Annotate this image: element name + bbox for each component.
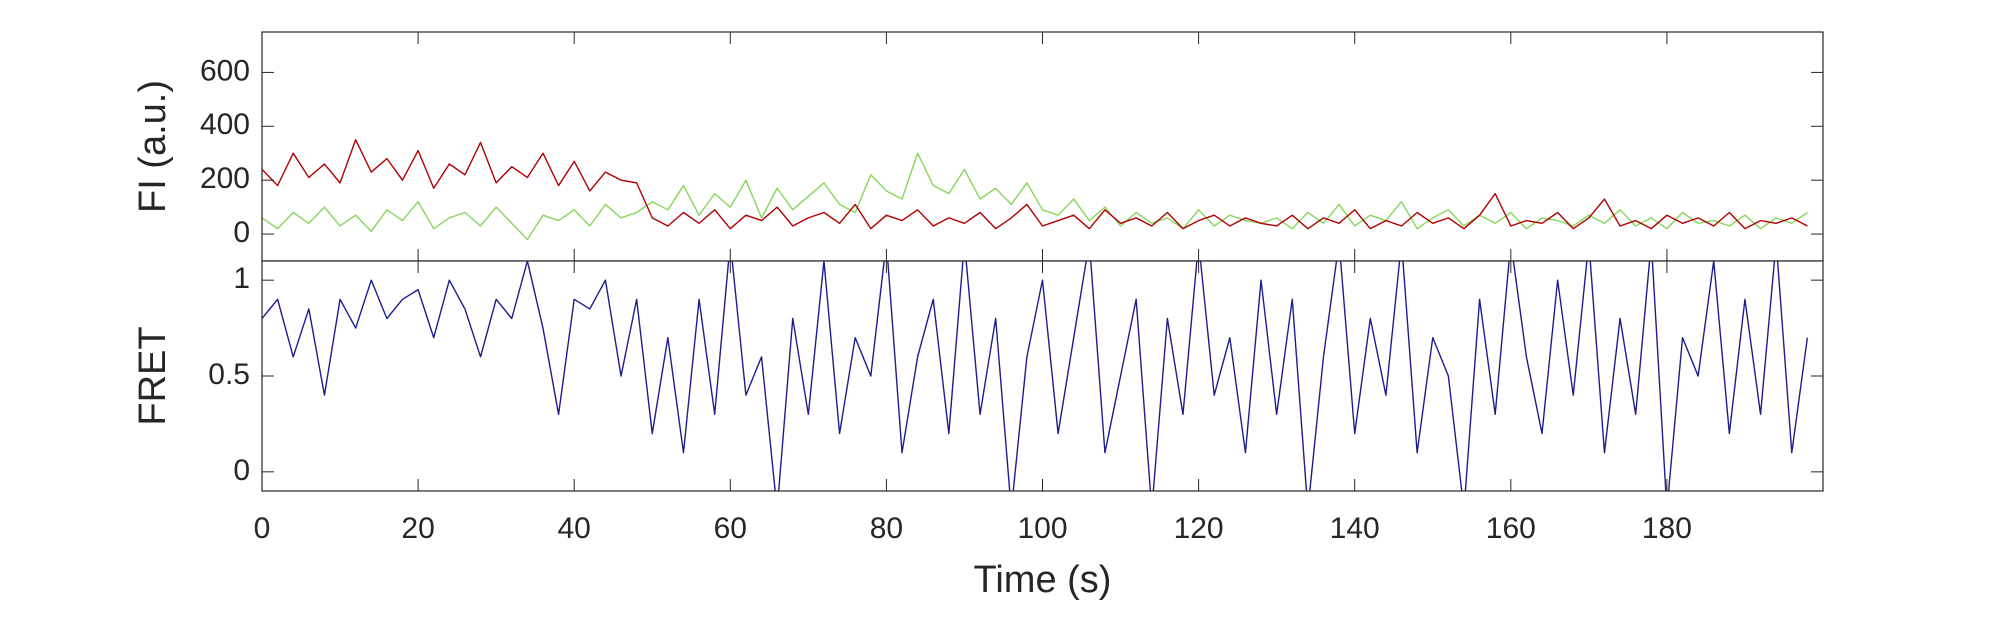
y-tick-label: 0.5 [208,358,250,391]
x-tick-label: 40 [558,512,591,545]
plot [262,139,1808,241]
x-tick-label: 160 [1486,512,1536,545]
x-tick-label: 60 [714,512,747,545]
y-tick-label: 400 [200,108,250,141]
plot-area [262,261,1823,491]
x-tick-label: 180 [1642,512,1692,545]
y-axis-label: FI (a.u.) [132,80,174,213]
x-tick-label: 0 [254,512,271,545]
axes-box [261,260,1824,492]
x-tick-label: 20 [401,512,434,545]
trace [262,152,1808,241]
y-tick-label: 1 [233,262,250,295]
x-tick-label: 100 [1017,512,1067,545]
x-axis-label: Time (s) [974,559,1112,601]
y-axis-label: FRET [132,326,174,425]
x-tick-label: 120 [1174,512,1224,545]
x-tick-label: 80 [870,512,903,545]
y-tick-label: 200 [200,162,250,195]
plot [262,261,1809,491]
y-tick-label: 600 [200,54,250,87]
trace [262,261,1809,491]
y-tick-label: 0 [233,454,250,487]
y-tick-label: 0 [233,216,250,249]
x-tick-label: 140 [1330,512,1380,545]
trace [262,139,1808,230]
